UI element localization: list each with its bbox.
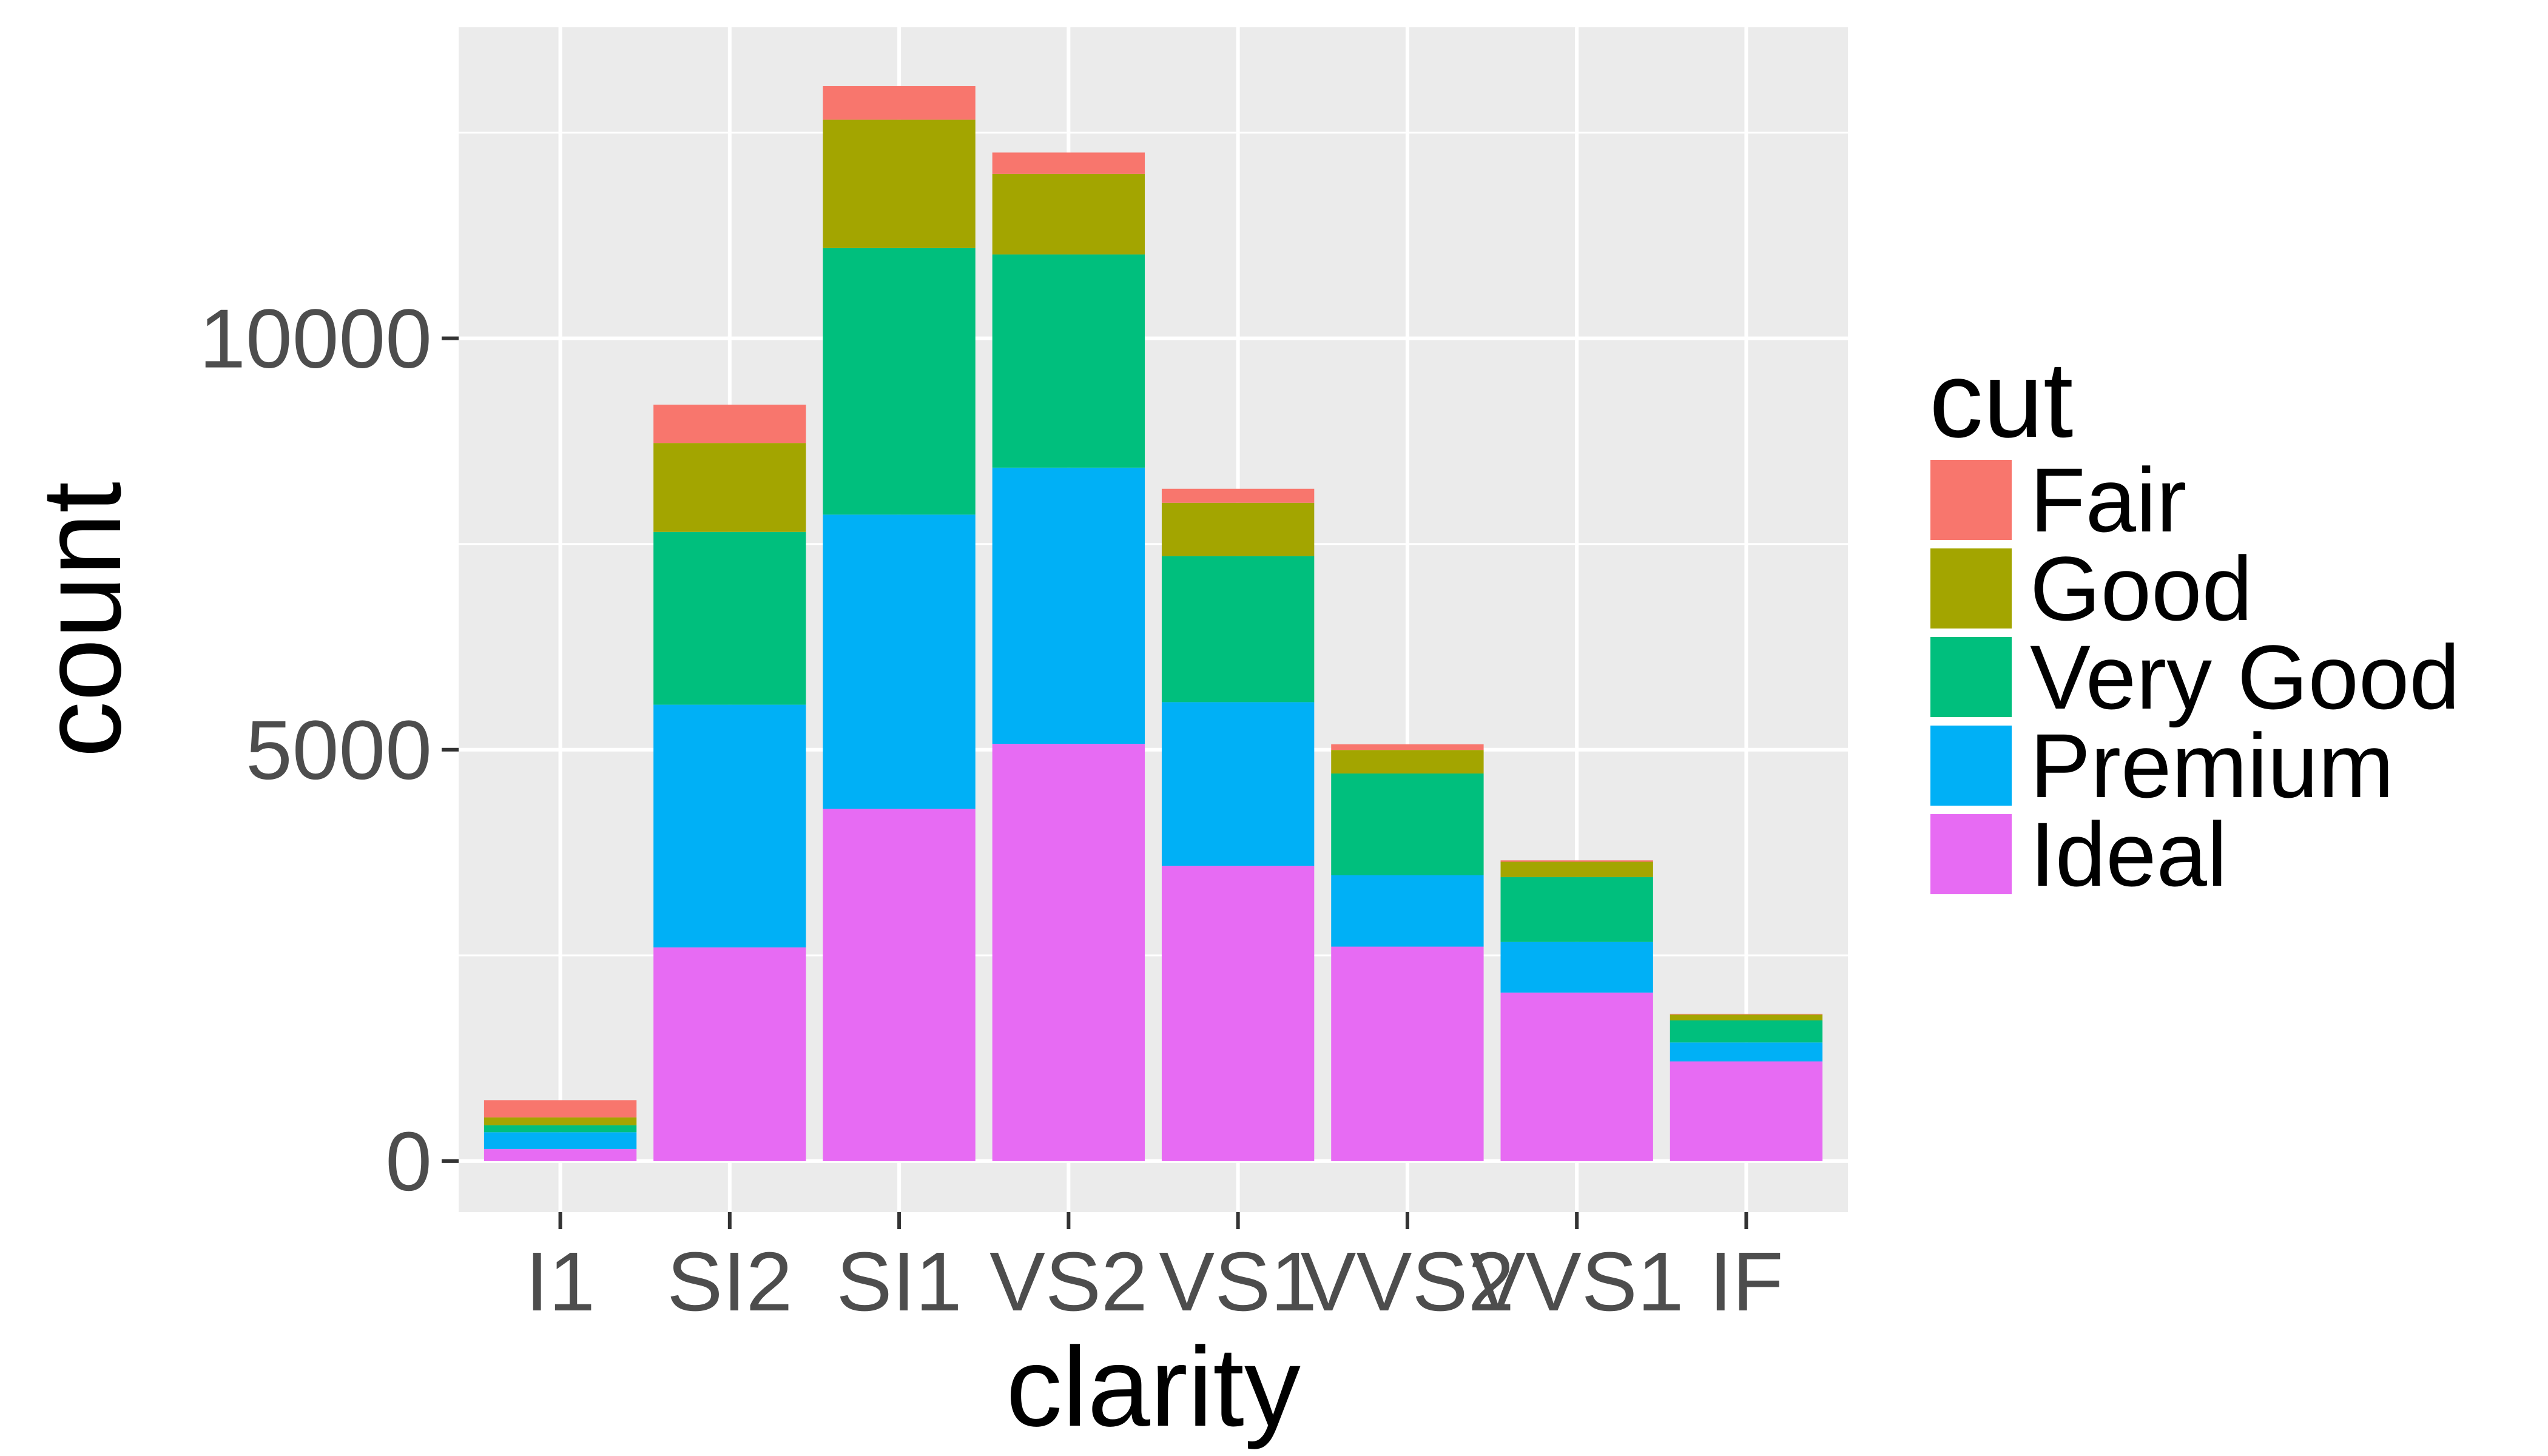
bar-if-very-good (1670, 1020, 1823, 1043)
x-tick-label: SI2 (667, 1235, 792, 1329)
legend-label-very-good: Very Good (2030, 626, 2460, 728)
bar-i1-premium (484, 1132, 637, 1150)
legend-label-premium: Premium (2030, 715, 2394, 817)
bar-i1-very-good (484, 1125, 637, 1133)
bar-vs2-very-good (992, 254, 1145, 468)
legend-key-very-good (1930, 637, 2012, 717)
bar-vvs1-premium (1500, 942, 1653, 993)
legend-key-premium (1930, 726, 2012, 806)
bar-vs1-ideal (1161, 866, 1315, 1161)
legend-title: cut (1929, 339, 2073, 460)
x-tick-label: VVS1 (1470, 1235, 1684, 1329)
y-axis-title: count (19, 482, 144, 758)
bar-i1-ideal (484, 1149, 637, 1161)
bar-si1-premium (823, 514, 976, 809)
bar-vvs1-very-good (1500, 877, 1653, 942)
bar-if-good (1670, 1014, 1823, 1020)
legend-key-good (1930, 548, 2012, 629)
y-tick-label: 0 (385, 1115, 432, 1208)
bar-si1-fair (823, 86, 976, 120)
bar-vvs2-ideal (1331, 946, 1484, 1161)
bar-vs1-very-good (1161, 556, 1315, 703)
bar-vvs1-fair (1500, 860, 1653, 862)
bar-vs1-premium (1161, 702, 1315, 866)
legend-label-fair: Fair (2030, 449, 2186, 551)
bar-if-ideal (1670, 1061, 1823, 1161)
bar-vs2-premium (992, 467, 1145, 744)
bar-vvs2-fair (1331, 744, 1484, 750)
legend-label-good: Good (2030, 538, 2253, 639)
bar-vvs1-ideal (1500, 993, 1653, 1161)
x-tick-label: SI1 (837, 1235, 962, 1329)
bar-vs2-fair (992, 152, 1145, 174)
x-tick-label: VVS2 (1300, 1235, 1514, 1329)
legend-label-ideal: Ideal (2030, 803, 2227, 905)
bar-vvs1-good (1500, 861, 1653, 877)
bar-si1-very-good (823, 248, 976, 515)
bar-vs2-ideal (992, 744, 1145, 1161)
bar-si2-fair (653, 404, 806, 443)
legend-key-ideal (1930, 814, 2012, 894)
bar-i1-good (484, 1117, 637, 1125)
x-tick-label: IF (1709, 1235, 1784, 1329)
bar-if-premium (1670, 1042, 1823, 1062)
bar-si2-ideal (653, 947, 806, 1161)
legend-key-fair (1930, 460, 2012, 540)
bar-vvs2-premium (1331, 875, 1484, 947)
bar-vvs2-good (1331, 750, 1484, 774)
bar-vvs2-very-good (1331, 773, 1484, 875)
y-tick-label: 5000 (246, 704, 432, 797)
bar-si1-ideal (823, 809, 976, 1161)
bar-si2-very-good (653, 531, 806, 705)
y-tick-label: 10000 (199, 292, 432, 386)
bar-vs1-good (1161, 502, 1315, 556)
x-tick-label: VS2 (989, 1235, 1148, 1329)
bar-si2-premium (653, 704, 806, 948)
x-tick-label: I1 (525, 1235, 595, 1329)
bar-vs2-good (992, 174, 1145, 255)
x-tick-label: VS1 (1159, 1235, 1317, 1329)
x-axis-title: clarity (1006, 1324, 1301, 1450)
bar-si1-good (823, 120, 976, 248)
bar-i1-fair (484, 1100, 637, 1117)
bars (484, 86, 1823, 1161)
bar-vs1-fair (1161, 488, 1315, 503)
bar-si2-good (653, 443, 806, 532)
